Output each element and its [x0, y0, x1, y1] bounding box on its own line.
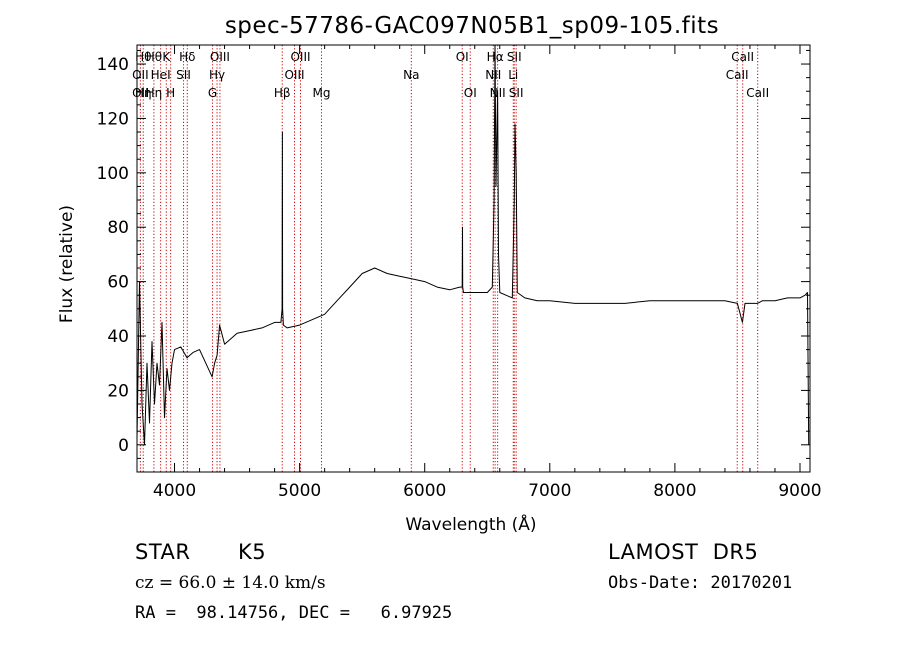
line-label: SII [176, 68, 191, 82]
spectral-line-markers [139, 45, 759, 472]
line-label: G [208, 86, 217, 100]
sky-coordinates: RA = 98.14756, DEC = 6.97925 [135, 603, 453, 623]
line-label: Hη [146, 86, 163, 100]
line-label: OII [132, 68, 149, 82]
y-axis-label: Flux (relative) [57, 205, 77, 323]
line-label: SII [507, 50, 522, 64]
line-label: Hδ [179, 50, 195, 64]
line-label: HeI [151, 68, 171, 82]
line-label: NII [490, 86, 506, 100]
line-label: OI [464, 86, 477, 100]
object-subclass: K5 [238, 540, 267, 564]
plot-frame [136, 44, 811, 473]
x-tick-label: 4000 [153, 481, 196, 501]
x-tick-label: 7000 [528, 481, 571, 501]
line-label: K [162, 50, 171, 64]
y-tick-label: 40 [107, 327, 129, 347]
line-label: OIII [284, 68, 304, 82]
x-axis-label: Wavelength (Å) [405, 513, 536, 535]
line-label: CaII [726, 68, 749, 82]
x-tick-label: 9000 [778, 481, 821, 501]
line-label: OII [132, 86, 149, 100]
object-class: STAR [135, 540, 191, 564]
line-label: H [166, 86, 175, 100]
line-label: Hγ [209, 68, 225, 82]
line-label: Mg [313, 86, 331, 100]
observation-date: Obs-Date: 20170201 [608, 573, 793, 593]
line-label: OIII [210, 50, 230, 64]
y-tick-label: 0 [118, 436, 129, 456]
line-label: Li [508, 68, 518, 82]
line-label: OI [456, 50, 469, 64]
redshift-velocity: cz = 66.0 ± 14.0 km/s [135, 573, 326, 593]
line-label: Hη [135, 86, 152, 100]
plot-axes: 4000 5000 6000 7000 8000 9000 0 20 40 60 80 100 120 1… [97, 44, 822, 501]
line-label: SII [509, 86, 524, 100]
y-tick-label: 140 [97, 55, 129, 75]
y-tick-label: 20 [107, 381, 129, 401]
line-label: NII [485, 68, 501, 82]
line-label: Hβ [274, 86, 291, 100]
x-tick-label: 8000 [653, 481, 696, 501]
chart-title: spec-57786-GAC097N05B1_sp09-105.fits [225, 13, 719, 39]
line-label: Na [403, 68, 419, 82]
x-tick-label: 6000 [403, 481, 446, 501]
y-tick-label: 120 [97, 109, 129, 129]
survey-release: LAMOST DR5 [608, 540, 759, 564]
line-label: Hθ [146, 50, 162, 64]
line-label: OIII [290, 50, 310, 64]
spectrum-line [136, 44, 810, 446]
y-tick-label: 60 [107, 273, 129, 293]
line-label: CaII [731, 50, 754, 64]
y-tick-label: 80 [107, 218, 129, 238]
spectrum-trace [136, 44, 810, 446]
x-tick-label: 5000 [278, 481, 321, 501]
line-label: Hα [487, 50, 504, 64]
spectral-line-labels: OIIOIIHθHηHθHηHeIKHSIIHδGHγOIIIHβOIIIOII… [132, 50, 769, 100]
line-label: CaII [746, 86, 769, 100]
line-label: Hθ [135, 50, 151, 64]
y-tick-label: 100 [97, 164, 129, 184]
